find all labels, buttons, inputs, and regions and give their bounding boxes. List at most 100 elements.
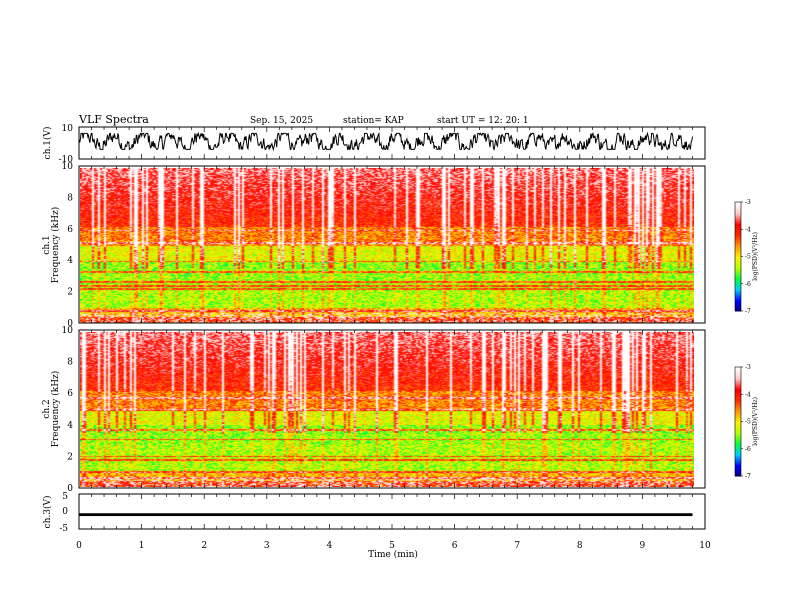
colorbar-segment <box>735 472 741 475</box>
colorbar-segment <box>735 401 741 404</box>
colorbar-segment <box>735 261 741 265</box>
colorbar-segment <box>735 254 741 257</box>
colorbar-segment <box>735 457 741 461</box>
spectrogram-ytick: 6 <box>67 225 73 235</box>
colorbar-segment <box>735 448 741 452</box>
colorbar-segment <box>735 294 741 297</box>
colorbar-segment <box>735 267 741 270</box>
colorbar-tick-label: -6 <box>745 281 751 288</box>
colorbar-segment <box>735 205 741 208</box>
colorbar-segment <box>735 305 741 308</box>
colorbar-segment <box>735 276 741 279</box>
colorbar-segment <box>735 370 741 373</box>
colorbar-segment <box>735 403 741 406</box>
ch2-colorbar: -3 -4 -5 -6 -7 log(PSD)(V²/Hz) <box>734 364 759 480</box>
colorbar-segment <box>735 256 741 259</box>
spectrogram-ytick: 4 <box>67 421 73 431</box>
ch3-ytick-5: 5 <box>62 492 68 502</box>
colorbar-segment <box>735 452 741 455</box>
ch1-spectrogram-panel: 0 2 4 6 8 10 ch.1 Frequency (kHz) <box>42 162 706 329</box>
colorbar-tick-label: -4 <box>745 391 751 398</box>
panel-tick-marks <box>78 127 706 529</box>
colorbar-segment <box>735 263 741 267</box>
ch3-waveform-frame <box>78 493 706 530</box>
colorbar-segment <box>735 466 741 470</box>
colorbar-segment <box>735 243 741 247</box>
colorbar-segment <box>735 303 741 307</box>
colorbar-segment <box>735 367 741 370</box>
time-axis-tick-label: 1 <box>139 541 145 551</box>
colorbar-segment <box>735 376 741 379</box>
ch1-waveform-line <box>78 131 693 152</box>
colorbar-segment <box>735 247 741 250</box>
ch3-waveform-band <box>79 513 693 517</box>
colorbar-segment <box>735 374 741 377</box>
colorbar-segment <box>735 410 741 413</box>
colorbar-tick-label: -7 <box>745 308 751 315</box>
colorbar-tick-label: -6 <box>745 446 751 453</box>
colorbar-segment <box>735 281 741 285</box>
colorbar-segment <box>735 474 741 477</box>
colorbar-segment <box>735 417 741 421</box>
colorbar-segment <box>735 291 741 294</box>
colorbar-segment <box>735 229 741 232</box>
colorbar-segment <box>735 245 741 248</box>
spectrogram-ytick: 0 <box>67 319 73 329</box>
colorbar-segment <box>735 437 741 441</box>
colorbar-segment <box>735 260 741 263</box>
colorbar-segment <box>735 381 741 384</box>
spectrogram-ytick: 6 <box>67 389 73 399</box>
colorbar-segment <box>735 430 741 433</box>
colorbar-segment <box>735 465 741 468</box>
ch1-spectrogram-ylabel-frequency: Frequency (kHz) <box>50 207 61 284</box>
colorbar-segment <box>735 298 741 301</box>
colorbar-segment <box>735 269 741 272</box>
colorbar-segment <box>735 463 741 466</box>
colorbar-segment <box>735 296 741 299</box>
colorbar-segment <box>735 436 741 439</box>
colorbar-segment <box>735 419 741 422</box>
time-axis-tick-label: 4 <box>327 541 333 551</box>
colorbar-segment <box>735 385 741 388</box>
colorbar-segment <box>735 443 741 446</box>
ch1-ytick-top: 10 <box>62 124 74 134</box>
colorbar-segment <box>735 238 741 241</box>
colorbar-segment <box>735 251 741 254</box>
colorbar-segment <box>735 412 741 415</box>
ch2-spectrogram-ylabel-channel: ch.2 <box>42 399 52 418</box>
colorbar-segment <box>735 211 741 214</box>
colorbar-tick-label: -5 <box>745 254 751 261</box>
colorbar-tick-label: -3 <box>745 199 751 206</box>
spectrogram-ytick: 2 <box>67 288 73 298</box>
colorbar-segment <box>735 272 741 276</box>
ch1-spectrogram-image <box>80 168 694 323</box>
colorbar-segment <box>735 432 741 435</box>
colorbar-segment <box>735 470 741 473</box>
colorbar-segment <box>735 377 741 381</box>
colorbar-segment <box>735 392 741 395</box>
colorbar-segment <box>735 232 741 236</box>
colorbar-segment <box>735 220 741 223</box>
colorbar-segment <box>735 459 741 462</box>
colorbar-segment <box>735 300 741 303</box>
colorbar-segment <box>735 236 741 239</box>
colorbar-segment <box>735 416 741 419</box>
colorbar-segment <box>735 456 741 459</box>
ch3-waveform-panel: 5 0 -5 ch.3(V) 0 1 2 3 4 5 6 7 8 9 10 Time (min) <box>42 492 711 560</box>
colorbar-segment <box>735 221 741 225</box>
colorbar-segment <box>735 218 741 221</box>
colorbar-segment <box>735 274 741 277</box>
time-axis-tick-label: 5 <box>389 541 395 551</box>
time-axis-tick-label: 2 <box>201 541 207 551</box>
ch1-spectrogram-yticks: 0 2 4 6 8 10 <box>62 162 74 329</box>
colorbar-segment <box>735 439 741 442</box>
colorbar-segment <box>735 386 741 390</box>
colorbar-segment <box>735 202 741 205</box>
colorbar-segment <box>735 399 741 403</box>
ch2-spectrogram-ylabel-frequency: Frequency (kHz) <box>50 371 61 448</box>
ch3-waveform-ylabel: ch.3(V) <box>42 496 53 529</box>
time-axis-label: Time (min) <box>368 549 418 560</box>
colorbar-segment <box>735 278 741 281</box>
start-time-label: start UT = 12: 20: 1 <box>437 116 529 126</box>
